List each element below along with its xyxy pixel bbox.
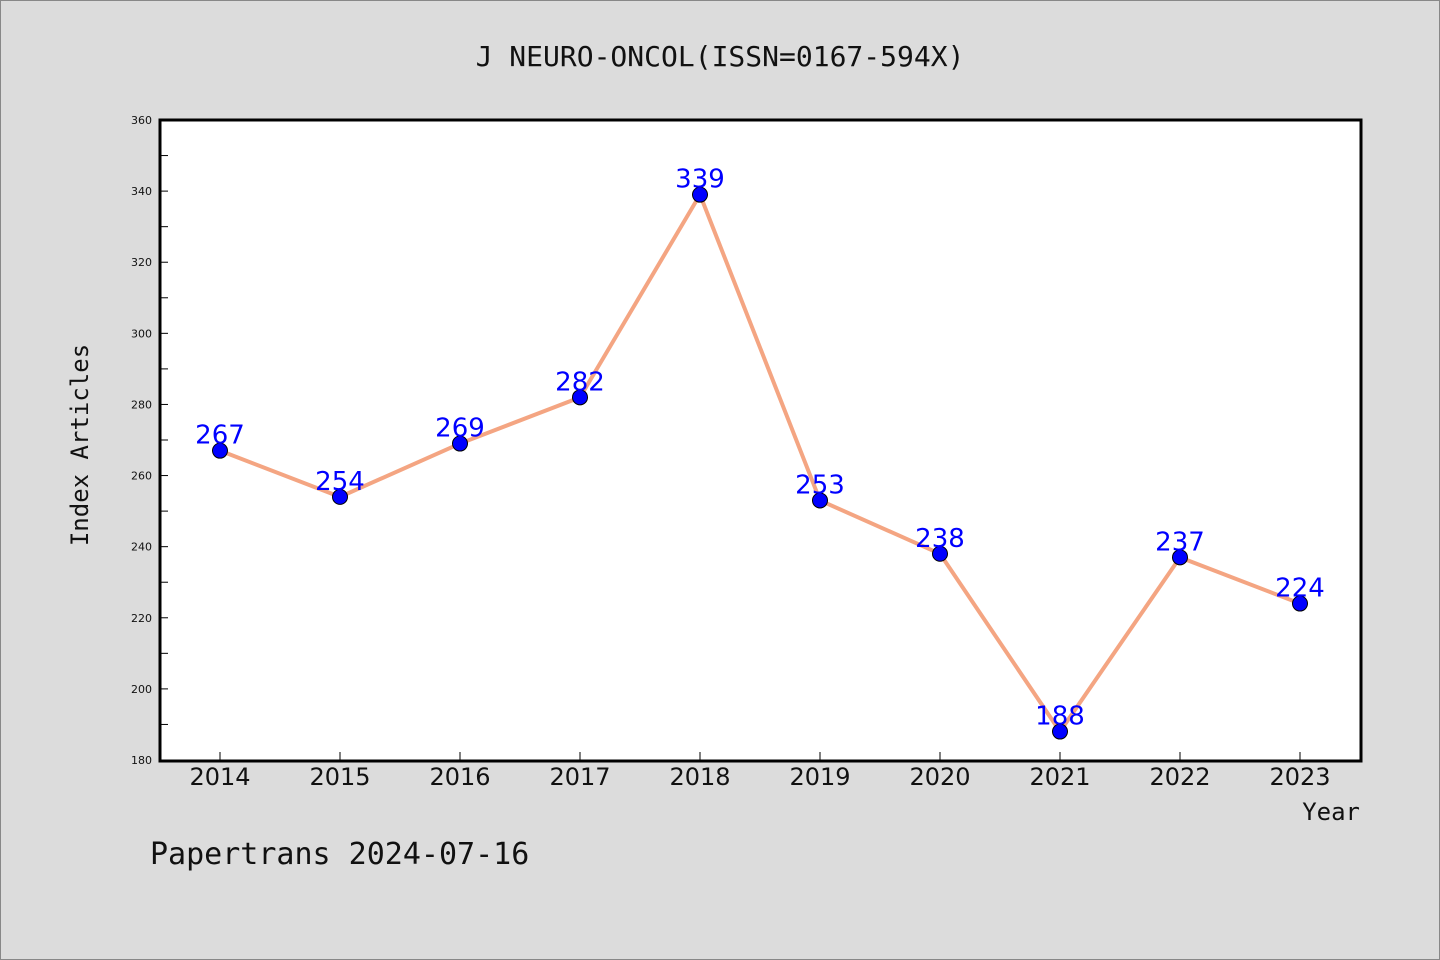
y-tick-label: 340 [131, 185, 152, 198]
data-label: 282 [555, 367, 605, 397]
series-line [219, 192, 1301, 734]
footer-text: Papertrans 2024-07-16 [150, 837, 529, 872]
data-label: 267 [195, 421, 245, 451]
data-label: 254 [315, 467, 365, 497]
plot-area [158, 118, 1363, 763]
x-tick-label: 2021 [1029, 763, 1090, 791]
y-tick-label: 360 [131, 114, 152, 127]
x-tick-label: 2020 [909, 763, 970, 791]
y-tick-label: 300 [131, 327, 152, 340]
data-point [1292, 595, 1308, 612]
data-point [212, 442, 228, 459]
data-point [1052, 723, 1068, 740]
x-tick-label: 2022 [1149, 763, 1210, 791]
x-tick-label: 2019 [789, 763, 850, 791]
x-axis-title: Year [1302, 798, 1360, 826]
data-label: 238 [915, 524, 965, 554]
data-label: 253 [795, 470, 845, 500]
y-tick-label: 320 [131, 256, 152, 269]
data-point [1172, 549, 1188, 566]
data-label: 237 [1155, 527, 1205, 557]
data-point [692, 186, 708, 203]
data-label: 188 [1035, 702, 1085, 732]
x-axis: 2014 2015 2016 2017 2018 2019 2020 2021 2022 2023 [189, 752, 1331, 791]
series-layer: 267 254 269 282 339 253 238 188 237 224 [195, 165, 1325, 740]
data-label: 269 [435, 414, 485, 444]
y-axis: 180 200 220 240 260 280 300 320 340 360 [131, 114, 168, 767]
y-tick-label: 260 [131, 470, 152, 483]
y-tick-label: 220 [131, 612, 152, 625]
x-tick-label: 2015 [309, 763, 370, 791]
y-axis-title: Index Articles [66, 344, 94, 546]
data-point [452, 435, 468, 452]
x-tick-label: 2023 [1269, 763, 1330, 791]
data-label: 224 [1275, 574, 1325, 604]
y-tick-label: 200 [131, 683, 152, 696]
x-tick-label: 2016 [429, 763, 490, 791]
data-point [932, 545, 948, 562]
data-label: 339 [675, 165, 725, 195]
y-tick-label: 280 [131, 398, 152, 411]
y-tick-label: 180 [131, 754, 152, 767]
data-point [572, 389, 588, 406]
x-tick-label: 2014 [189, 763, 250, 791]
chart-title: J NEURO-ONCOL(ISSN=0167-594X) [476, 40, 965, 73]
x-tick-label: 2017 [549, 763, 610, 791]
y-tick-label: 240 [131, 541, 152, 554]
x-tick-label: 2018 [669, 763, 730, 791]
data-point [332, 488, 348, 505]
data-point [812, 492, 828, 509]
